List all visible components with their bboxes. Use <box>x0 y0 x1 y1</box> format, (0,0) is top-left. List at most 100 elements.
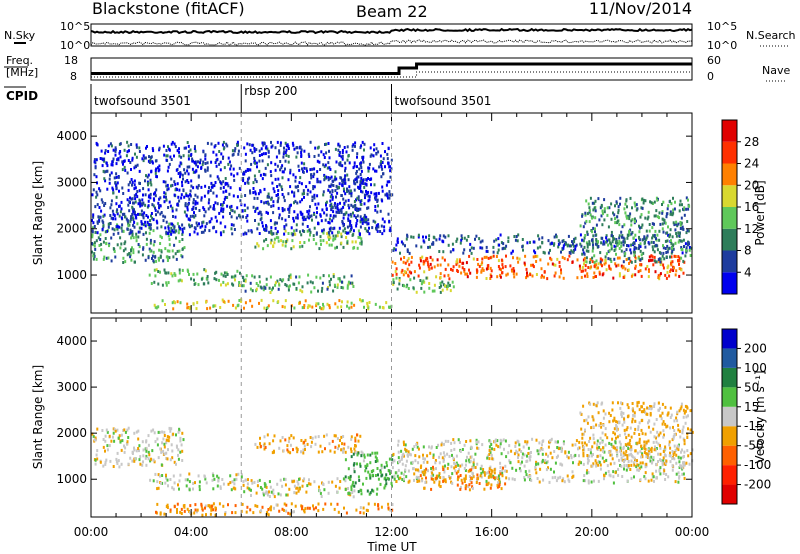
echo-cell <box>488 467 491 471</box>
echo-cell <box>281 305 284 309</box>
echo-cell <box>334 175 337 179</box>
echo-cell <box>512 267 515 270</box>
echo-cell <box>376 200 379 203</box>
echo-cell <box>612 481 615 485</box>
echo-cell <box>154 171 157 175</box>
echo-cell <box>165 281 168 285</box>
echo-cell <box>481 267 484 271</box>
echo-cell <box>152 250 155 254</box>
echo-cell <box>166 435 169 439</box>
echo-cell <box>504 482 507 486</box>
echo-cell <box>332 273 335 277</box>
echo-cell <box>284 477 287 481</box>
echo-cell <box>418 479 421 483</box>
echo-cell <box>120 200 123 204</box>
echo-cell <box>395 267 398 271</box>
echo-cell <box>187 202 190 206</box>
echo-cell <box>277 236 280 240</box>
echo-cell <box>413 478 415 482</box>
echo-cell <box>584 221 587 225</box>
echo-cell <box>138 181 141 185</box>
echo-cell <box>168 147 171 151</box>
echo-cell <box>336 210 339 214</box>
echo-cell <box>120 242 123 246</box>
echo-cell <box>438 472 441 476</box>
echo-cell <box>277 189 280 193</box>
echo-cell <box>674 255 677 258</box>
echo-cell <box>272 232 275 236</box>
echo-cell <box>341 164 344 168</box>
echo-cell <box>398 277 401 280</box>
echo-cell <box>168 249 171 253</box>
echo-cell <box>344 450 347 454</box>
echo-cell <box>589 436 592 440</box>
echo-cell <box>134 197 137 201</box>
echo-cell <box>298 477 300 481</box>
echo-cell <box>641 223 644 227</box>
echo-cell <box>255 207 257 211</box>
echo-cell <box>599 260 602 264</box>
echo-cell <box>342 245 345 249</box>
echo-cell <box>634 219 636 223</box>
echo-cell <box>131 459 134 463</box>
echo-cell <box>513 275 516 279</box>
echo-cell <box>584 264 587 268</box>
echo-cell <box>327 188 330 192</box>
echo-cell <box>354 444 356 447</box>
echo-cell <box>193 511 196 515</box>
echo-cell <box>138 444 141 448</box>
echo-cell <box>189 504 192 508</box>
echo-cell <box>489 266 492 270</box>
echo-cell <box>125 442 128 446</box>
echo-cell <box>516 451 519 454</box>
echo-cell <box>350 305 353 309</box>
echo-cell <box>303 149 306 153</box>
echo-cell <box>260 509 263 513</box>
echo-cell <box>215 219 218 223</box>
echo-cell <box>312 175 315 179</box>
echo-cell <box>162 144 165 148</box>
echo-cell <box>421 479 424 483</box>
echo-cell <box>630 445 633 449</box>
echo-cell <box>599 467 602 471</box>
echo-cell <box>359 184 362 187</box>
echo-cell <box>142 187 145 191</box>
echo-cell <box>396 474 399 478</box>
echo-cell <box>657 442 660 446</box>
echo-cell <box>341 149 344 152</box>
echo-cell <box>367 470 370 474</box>
echo-cell <box>664 405 667 409</box>
echo-cell <box>458 468 460 472</box>
echo-cell <box>134 200 137 204</box>
echo-cell <box>582 452 585 455</box>
echo-cell <box>403 284 405 288</box>
echo-cell <box>533 249 536 253</box>
echo-cell <box>348 206 351 210</box>
echo-cell <box>286 448 289 452</box>
echo-cell <box>359 202 362 206</box>
echo-cell <box>132 236 135 240</box>
echo-cell <box>131 197 134 201</box>
echo-cell <box>362 155 365 159</box>
echo-cell <box>436 258 439 262</box>
echo-cell <box>651 255 654 259</box>
echo-cell <box>277 287 280 291</box>
echo-cell <box>426 257 429 261</box>
echo-cell <box>553 470 555 474</box>
echo-cell <box>329 214 332 218</box>
echo-cell <box>154 255 157 259</box>
echo-cell <box>456 270 459 273</box>
echo-cell <box>427 263 430 267</box>
echo-cell <box>149 241 152 245</box>
echo-cell <box>349 189 352 193</box>
echo-cell <box>175 433 177 437</box>
echo-cell <box>307 273 310 277</box>
echo-cell <box>115 457 118 461</box>
echo-cell <box>324 218 327 222</box>
echo-cell <box>261 487 264 491</box>
echo-cell <box>594 199 597 203</box>
echo-cell <box>96 449 99 453</box>
echo-cell <box>567 478 570 482</box>
echo-cell <box>193 147 196 150</box>
echo-cell <box>441 256 444 260</box>
